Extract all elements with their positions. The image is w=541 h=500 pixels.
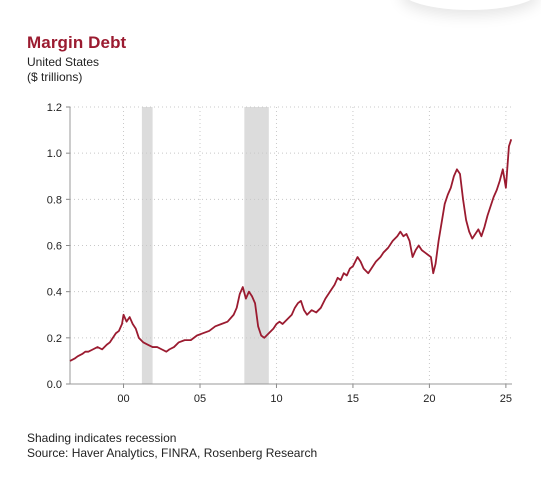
series-line-margin-debt xyxy=(69,139,513,362)
tick-labels: 0.0 0.2 0.4 0.6 0.8 1.0 1.2 00 05 10 15 20 25 xyxy=(47,102,512,405)
x-tick-label: 20 xyxy=(423,393,435,405)
y-tick-label: 1.2 xyxy=(47,102,62,114)
y-tick-label: 1.0 xyxy=(47,148,62,160)
x-tick-label: 05 xyxy=(194,393,206,405)
x-tick-label: 00 xyxy=(117,393,129,405)
recession-bands xyxy=(141,107,269,384)
chart-units-label: ($ trillions) xyxy=(27,70,83,84)
y-tick-label: 0.0 xyxy=(47,379,62,391)
series-layer xyxy=(69,139,513,362)
recession-note: Shading indicates recession xyxy=(27,431,177,445)
y-tick-label: 0.6 xyxy=(47,241,62,253)
grid-lines xyxy=(70,106,512,384)
y-tick-label: 0.4 xyxy=(47,287,62,299)
source-note: Source: Haver Analytics, FINRA, Rosenber… xyxy=(27,446,318,460)
axes xyxy=(66,106,512,388)
recession-band-2 xyxy=(244,107,269,384)
chart-subtitle: United States xyxy=(27,55,100,69)
x-tick-label: 10 xyxy=(270,393,282,405)
y-tick-label: 0.2 xyxy=(47,333,62,345)
y-tick-label: 0.8 xyxy=(47,194,62,206)
chart-title: Margin Debt xyxy=(27,33,127,52)
recession-band-1 xyxy=(141,107,153,384)
x-tick-label: 15 xyxy=(347,393,359,405)
x-tick-label: 25 xyxy=(500,393,512,405)
